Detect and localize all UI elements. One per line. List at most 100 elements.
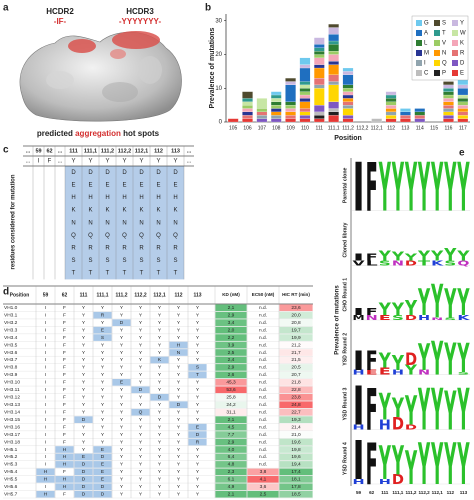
cell-text: I — [45, 342, 46, 348]
cell-fill — [93, 326, 112, 334]
bar-segment — [385, 118, 397, 123]
bar-segment — [299, 108, 311, 112]
cell-text: Y — [196, 380, 200, 386]
mutation-residue: H — [173, 195, 177, 201]
cell-text: I — [45, 387, 46, 393]
mutation-residue: D — [173, 170, 178, 176]
legend-label: M — [424, 51, 429, 57]
x-tick-label: 108 — [272, 125, 281, 131]
cell-text: Y — [139, 424, 143, 430]
cell-text: Y — [82, 395, 86, 401]
mutation-residue: Q — [139, 233, 144, 239]
cell-text: Y — [177, 492, 181, 498]
bar-segment — [314, 37, 325, 45]
cell-text: Y — [139, 454, 143, 460]
cell-text: I — [45, 365, 46, 371]
legend-label: Q — [442, 61, 447, 67]
legend-label: C — [424, 71, 429, 77]
cell-text: Y — [196, 320, 200, 326]
mutation-residue: S — [173, 258, 177, 264]
cell-fill — [215, 476, 247, 483]
bar-segment — [285, 81, 296, 85]
cell-text: Y — [120, 462, 124, 468]
bar-segment — [342, 98, 354, 102]
logo-letter: S — [379, 259, 392, 267]
cell-text: Y — [158, 462, 162, 468]
cell-text: E — [101, 469, 104, 475]
column-header: ... — [58, 148, 63, 154]
cell-text: Y — [177, 320, 181, 326]
mutation-residue: R — [139, 245, 144, 251]
bar-segment — [385, 98, 397, 102]
x-tick-label: 111,1 — [392, 490, 403, 495]
logo-letter: L — [366, 259, 380, 267]
mutation-residue: T — [89, 271, 93, 277]
bar-segment — [443, 105, 454, 109]
logo-letter: D — [405, 423, 418, 431]
cell-fill — [215, 341, 247, 349]
cell-text: Y — [177, 484, 181, 490]
logo-letter: Y — [431, 432, 444, 498]
mutation-residue: R — [71, 245, 76, 251]
cell-fill — [74, 453, 93, 461]
cell-text: Y — [158, 484, 162, 490]
cell-text: Y — [196, 335, 200, 341]
cell-text: R — [196, 439, 200, 445]
logo-letter: Y — [418, 281, 431, 324]
panel-label: d — [3, 287, 9, 298]
cell-text: E — [120, 380, 123, 386]
row-name: VH3.8 — [4, 365, 18, 371]
mutation-residue: T — [72, 271, 76, 277]
bar-segment — [285, 118, 296, 123]
cell-fill — [188, 423, 207, 431]
cell-text: Y — [101, 305, 105, 311]
column-header: 111,2 — [116, 292, 128, 298]
mutation-residue: K — [71, 208, 75, 214]
logo-letter: M — [353, 314, 366, 322]
mutation-residue: T — [123, 271, 127, 277]
logo-letter: S — [444, 259, 457, 267]
bar-segment — [242, 91, 253, 99]
cell-text: Y — [139, 477, 143, 483]
cell-fill — [36, 476, 55, 483]
bar-segment — [342, 74, 354, 85]
cell-fill — [93, 446, 112, 453]
mutation-residue: T — [174, 271, 178, 277]
row-name: CHO Round 1 — [342, 278, 348, 312]
cell-text: F — [63, 312, 66, 318]
cell-text: 21,2 — [291, 342, 301, 348]
x-tick-label: 113 — [460, 490, 468, 495]
legend-swatch — [434, 60, 440, 66]
cell-text: Y — [139, 365, 143, 371]
x-tick-label: 115 — [430, 125, 438, 131]
bar-segment — [328, 51, 339, 55]
bar-segment — [314, 78, 325, 85]
x-tick-label: 111 — [315, 125, 323, 131]
cell-text: Y — [177, 439, 181, 445]
cell-text: D — [82, 492, 86, 498]
cell-fill — [215, 311, 247, 319]
logo-letter: F — [366, 149, 378, 227]
cell-fill — [93, 461, 112, 468]
bar-segment — [342, 115, 354, 119]
cell-text: 7,7 — [228, 432, 235, 438]
cell-text: Y — [82, 327, 86, 333]
cell-text: I — [45, 402, 46, 408]
bar-segment — [457, 84, 469, 89]
mutation-residue: K — [139, 208, 143, 214]
cell-text: n.d. — [259, 395, 267, 401]
cell-fill — [279, 356, 313, 364]
legend-swatch — [452, 60, 458, 66]
logo-letter: Y — [378, 386, 391, 429]
bar-segment — [285, 78, 296, 82]
cell-text: D — [82, 462, 86, 468]
mutation-residue: S — [88, 258, 92, 264]
bar-segment — [242, 98, 253, 102]
bar-segment — [414, 108, 426, 112]
column-header: 111,1 — [84, 148, 97, 154]
logo-letter: I — [353, 346, 365, 377]
cell-fill — [279, 326, 313, 334]
cell-text: 2,5 — [228, 350, 235, 356]
logo-letter: Y — [378, 437, 391, 491]
